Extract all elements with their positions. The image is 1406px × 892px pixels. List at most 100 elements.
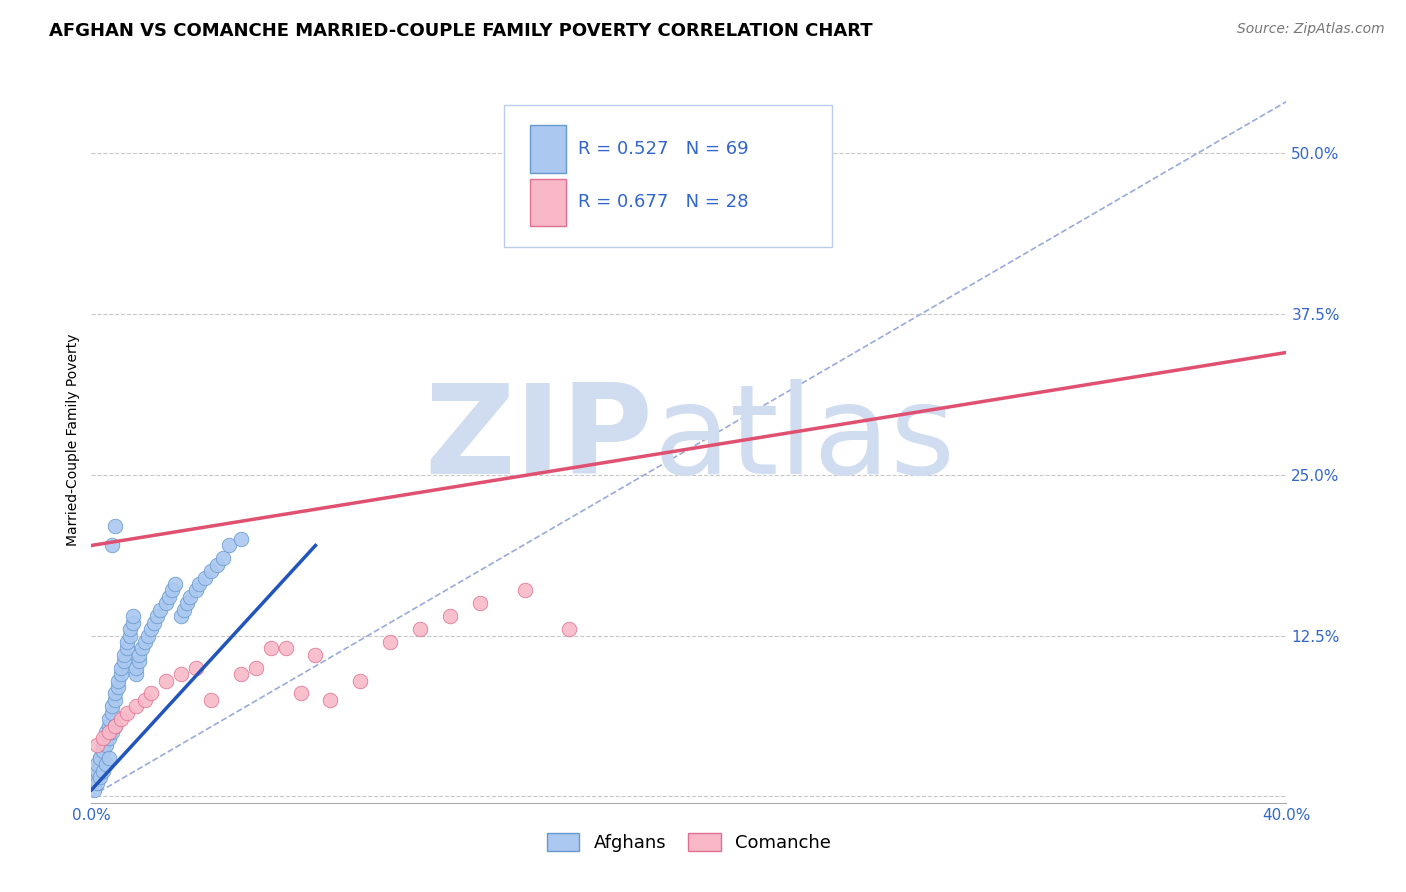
Point [83, 776, 105, 790]
Point [134, 635, 156, 649]
Point [96, 757, 118, 772]
Text: R = 0.527   N = 69: R = 0.527 N = 69 [578, 139, 748, 158]
Point [184, 583, 207, 598]
Point [380, 635, 402, 649]
Bar [530, 125, 565, 172]
Point [229, 667, 252, 681]
Point [131, 641, 153, 656]
Point [86, 764, 108, 778]
Point [173, 603, 195, 617]
Point [104, 718, 127, 732]
Point [93, 764, 115, 778]
Point [86, 770, 108, 784]
Point [86, 776, 108, 790]
FancyBboxPatch shape [503, 105, 832, 247]
Point [101, 706, 124, 720]
Point [83, 783, 105, 797]
Point [648, 146, 671, 161]
Point [205, 558, 228, 572]
Point [184, 661, 207, 675]
Point [200, 564, 222, 578]
Point [120, 622, 142, 636]
Point [122, 609, 145, 624]
Point [89, 751, 111, 765]
Point [218, 539, 240, 553]
Y-axis label: Married-Couple Family Poverty: Married-Couple Family Poverty [66, 333, 80, 546]
Point [290, 686, 312, 700]
Point [104, 686, 127, 700]
Point [146, 609, 169, 624]
Point [155, 673, 177, 688]
Point [110, 667, 132, 681]
Point [98, 718, 121, 732]
Point [558, 622, 581, 636]
Text: AFGHAN VS COMANCHE MARRIED-COUPLE FAMILY POVERTY CORRELATION CHART: AFGHAN VS COMANCHE MARRIED-COUPLE FAMILY… [49, 22, 873, 40]
Point [409, 622, 432, 636]
Point [143, 615, 166, 630]
Point [93, 744, 115, 758]
Point [107, 673, 129, 688]
Point [93, 744, 115, 758]
Point [468, 596, 491, 610]
Point [194, 571, 217, 585]
Point [110, 661, 132, 675]
Point [96, 725, 118, 739]
Point [104, 718, 127, 732]
Point [134, 693, 156, 707]
Text: Source: ZipAtlas.com: Source: ZipAtlas.com [1237, 22, 1385, 37]
Point [86, 757, 108, 772]
Point [125, 667, 148, 681]
Point [157, 590, 180, 604]
Point [149, 603, 172, 617]
Point [160, 583, 183, 598]
Point [93, 738, 115, 752]
Point [96, 731, 118, 746]
Point [229, 532, 252, 546]
Point [259, 641, 281, 656]
Text: R = 0.677   N = 28: R = 0.677 N = 28 [578, 193, 748, 211]
Point [110, 712, 132, 726]
Point [112, 648, 135, 662]
Point [98, 731, 121, 746]
Legend: Afghans, Comanche: Afghans, Comanche [540, 825, 838, 859]
Point [163, 577, 186, 591]
Point [89, 751, 111, 765]
Point [439, 609, 461, 624]
Point [122, 615, 145, 630]
Point [128, 654, 150, 668]
Point [86, 738, 108, 752]
Point [115, 641, 138, 656]
Point [274, 641, 297, 656]
Point [98, 725, 121, 739]
Point [107, 680, 129, 694]
Point [120, 628, 142, 642]
Point [98, 751, 121, 765]
Point [155, 596, 177, 610]
Point [93, 731, 115, 746]
Point [115, 635, 138, 649]
Point [125, 661, 148, 675]
Point [319, 693, 342, 707]
Point [170, 667, 193, 681]
Point [115, 706, 138, 720]
Point [96, 738, 118, 752]
Text: atlas: atlas [652, 379, 955, 500]
Point [245, 661, 267, 675]
Point [136, 628, 159, 642]
Point [211, 551, 233, 566]
Point [89, 770, 111, 784]
Point [176, 596, 198, 610]
Point [125, 699, 148, 714]
Text: ZIP: ZIP [425, 379, 652, 500]
Point [200, 693, 222, 707]
Bar [530, 179, 565, 227]
Point [128, 648, 150, 662]
Point [170, 609, 193, 624]
Point [104, 519, 127, 533]
Point [179, 590, 201, 604]
Point [112, 654, 135, 668]
Point [349, 673, 371, 688]
Point [141, 686, 163, 700]
Point [101, 699, 124, 714]
Point [101, 725, 124, 739]
